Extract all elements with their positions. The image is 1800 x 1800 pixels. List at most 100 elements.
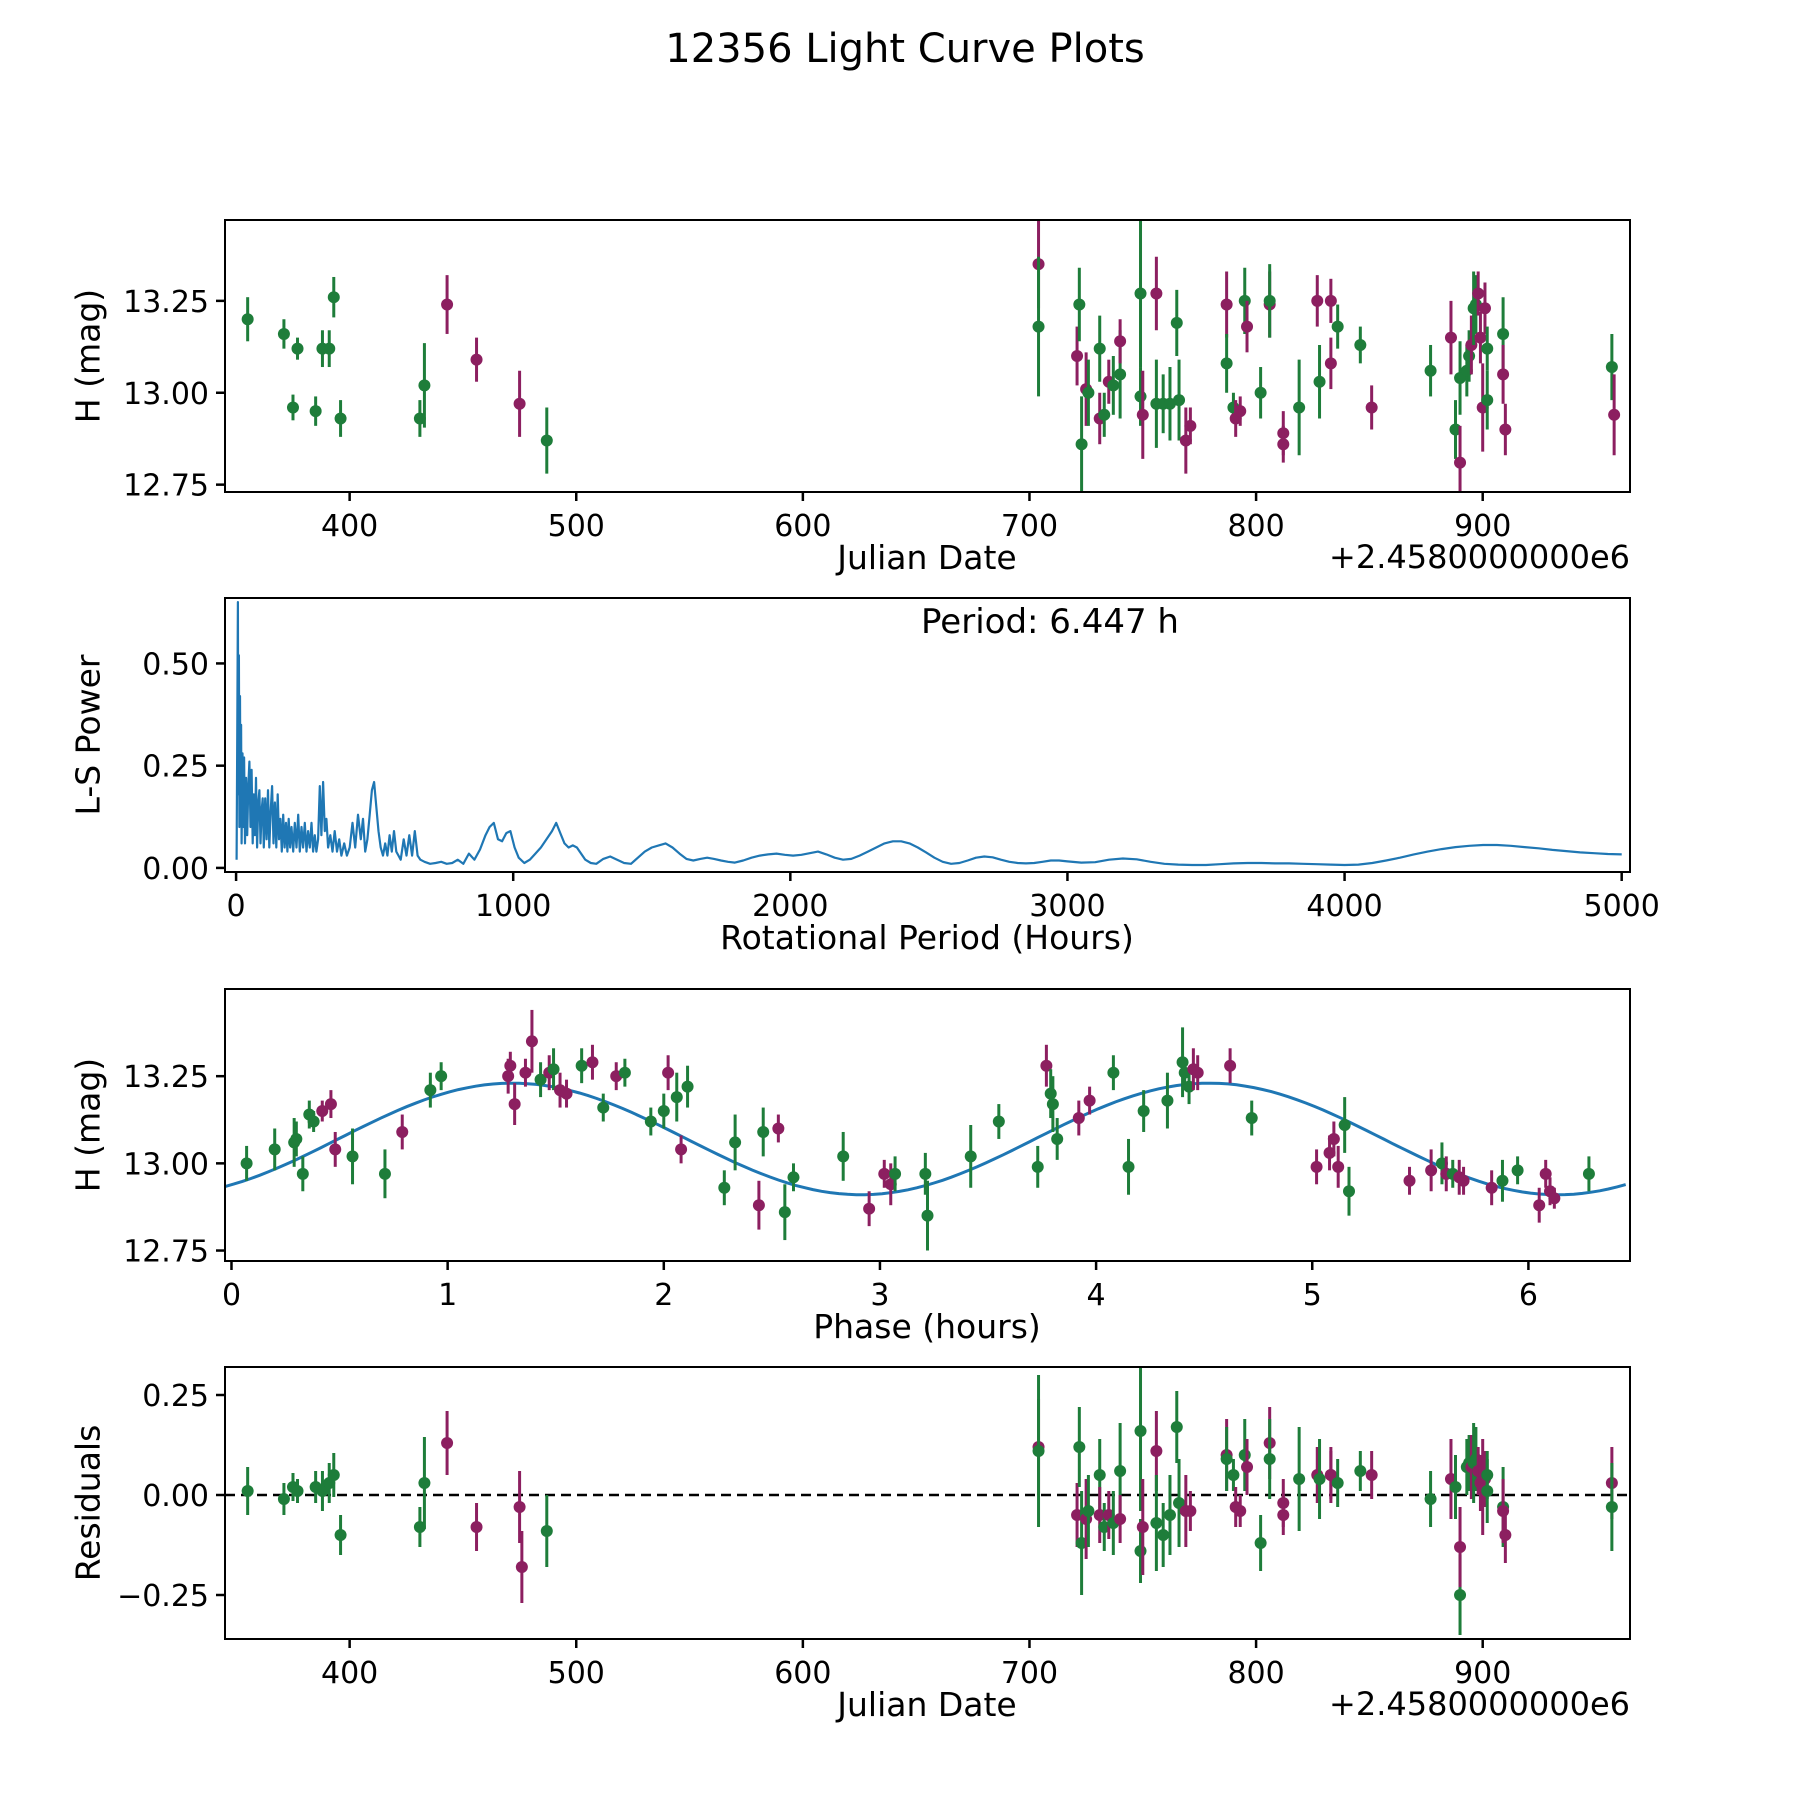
data-point [513,397,526,410]
x-tick-label: 700 [1001,1656,1058,1691]
data-point [1075,438,1088,451]
data-point [1474,331,1487,344]
data-point [1424,364,1437,377]
data-point [240,1157,253,1170]
data-point [1472,287,1485,300]
data-point [1324,1469,1337,1481]
y-tick-label: 12.75 [123,1235,209,1270]
data-point [1238,294,1251,307]
x-tick-label: 900 [1454,1656,1511,1691]
periodogram-xlabel: Rotational Period (Hours) [720,918,1134,957]
data-point [1254,1537,1267,1549]
data-point [504,1059,517,1072]
data-point [1497,1505,1510,1517]
data-point [1241,1461,1254,1473]
data-point [1481,394,1494,407]
data-point [618,1066,631,1079]
y-tick-label: 0.25 [142,1379,209,1414]
data-point [508,1098,521,1111]
x-tick-label: 1000 [475,889,551,924]
data-point [1075,1537,1088,1549]
data-point [992,1115,1005,1128]
data-point [502,1070,515,1083]
data-point [525,1035,538,1048]
data-point [1454,1589,1467,1601]
data-point [323,342,336,355]
data-point [1179,434,1192,447]
data-point [657,1105,670,1118]
data-point [1234,405,1247,418]
data-point [1136,1521,1149,1533]
data-point [1046,1098,1059,1111]
periodogram-ylabel: L-S Power [68,654,108,816]
data-point [1365,1469,1378,1481]
lightcurve-axis-offset: +2.4580000000e6 [1329,538,1630,576]
data-point [1548,1192,1561,1205]
data-point [1449,1481,1462,1493]
data-point [1098,1521,1111,1533]
data-point [1114,368,1127,381]
figure-title: 12356 Light Curve Plots [665,26,1145,72]
data-point [575,1059,588,1072]
data-point [778,1206,791,1219]
data-point [1293,401,1306,414]
data-point [1277,438,1290,451]
data-point [1163,397,1176,410]
data-point [290,1132,303,1145]
data-point [1114,1465,1127,1477]
data-point [324,1098,337,1111]
data-point [1107,379,1120,392]
data-point [277,327,290,340]
data-point [424,1084,437,1097]
data-point [1134,390,1147,403]
data-point [1605,1501,1618,1513]
data-point [1082,386,1095,399]
data-point [327,1469,340,1481]
data-point [1044,1087,1057,1100]
data-point [675,1143,688,1156]
data-point [1051,1132,1064,1145]
data-point [1425,1164,1438,1177]
data-point [1114,1513,1127,1525]
data-point [378,1167,391,1180]
data-point [1136,408,1149,421]
data-point [1365,401,1378,414]
x-tick-label: 1 [438,1278,457,1313]
x-tick-label: 800 [1227,1656,1284,1691]
data-point [1454,1541,1467,1553]
y-tick-label: 13.25 [123,1060,209,1095]
x-tick-label: 4 [1087,1278,1106,1313]
phased-data [225,1009,1627,1251]
data-point [1161,1094,1174,1107]
x-tick-label: 700 [1001,509,1058,544]
data-point [513,1501,526,1513]
data-point [1539,1167,1552,1180]
x-tick-label: 5 [1303,1278,1322,1313]
data-point [534,1073,547,1086]
periodogram-data [235,601,1622,867]
data-point [1263,1453,1276,1465]
data-point [470,353,483,366]
data-point [1497,327,1510,340]
data-point [1114,335,1127,348]
y-tick-label: 13.25 [123,285,209,320]
data-point [1093,1469,1106,1481]
data-point [560,1087,573,1100]
y-tick-label: −0.25 [117,1579,209,1614]
data-point [1220,1453,1233,1465]
data-point [1220,298,1233,311]
data-point [413,1521,426,1533]
x-tick-label: 3 [870,1278,889,1313]
data-point [1032,1445,1045,1457]
data-point [1485,1181,1498,1194]
data-point [1170,316,1183,329]
y-tick-label: 13.00 [123,1147,209,1182]
data-point [1191,1066,1204,1079]
data-point [1457,1174,1470,1187]
y-tick-label: 13.00 [123,377,209,412]
lightcurve-data [241,220,1621,492]
phased-ylabel: H (mag) [68,1057,108,1193]
data-point [1403,1174,1416,1187]
data-point [1313,1473,1326,1485]
data-point [1234,1505,1247,1517]
